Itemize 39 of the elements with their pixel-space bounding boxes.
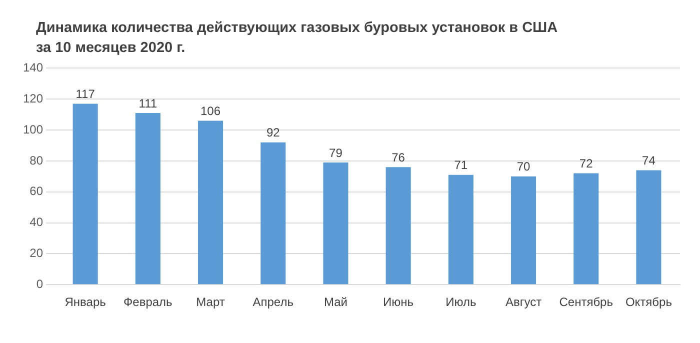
bar [510, 176, 536, 284]
data-label: 74 [642, 154, 656, 168]
data-label: 71 [454, 158, 468, 172]
y-tick-label: 140 [22, 60, 44, 75]
x-tick-label: Февраль [124, 295, 172, 310]
x-tick-label: Май [324, 295, 348, 310]
x-tick-label: Апрель [252, 295, 294, 310]
x-tick-label: Январь [64, 295, 106, 310]
y-tick-label: 20 [30, 246, 44, 260]
data-label: 70 [516, 160, 530, 174]
x-tick-label: Июль [446, 295, 476, 310]
y-tick-label: 100 [22, 122, 44, 136]
y-tick-label: 40 [30, 215, 44, 230]
bar [198, 120, 224, 284]
x-tick-label: Сентябрь [559, 295, 613, 310]
x-tick-label: Август [505, 295, 542, 310]
y-tick-label: 0 [36, 276, 44, 291]
x-tick-label: Март [196, 295, 226, 310]
chart-title: Динамика количества действующих газовых буровых установок в США за 10 месяцев 2020 г. [36, 19, 558, 58]
x-tick-label: Октябрь [625, 295, 672, 310]
data-label: 117 [76, 87, 96, 102]
y-tick-label: 120 [22, 91, 44, 106]
data-label: 76 [392, 150, 406, 164]
bar [72, 104, 98, 284]
data-label: 72 [579, 156, 594, 171]
y-tick-label: 80 [30, 153, 44, 168]
data-label: 111 [138, 96, 158, 110]
bar [574, 173, 599, 284]
data-label: 92 [266, 126, 280, 140]
bar [260, 142, 286, 284]
bar [636, 170, 662, 284]
y-tick-label: 60 [30, 184, 44, 198]
bar [323, 162, 348, 284]
bar [386, 167, 411, 284]
bar [448, 174, 474, 284]
bar [135, 113, 160, 284]
x-tick-label: Июнь [383, 295, 414, 310]
data-label: 106 [200, 104, 221, 118]
data-label: 79 [329, 146, 343, 160]
